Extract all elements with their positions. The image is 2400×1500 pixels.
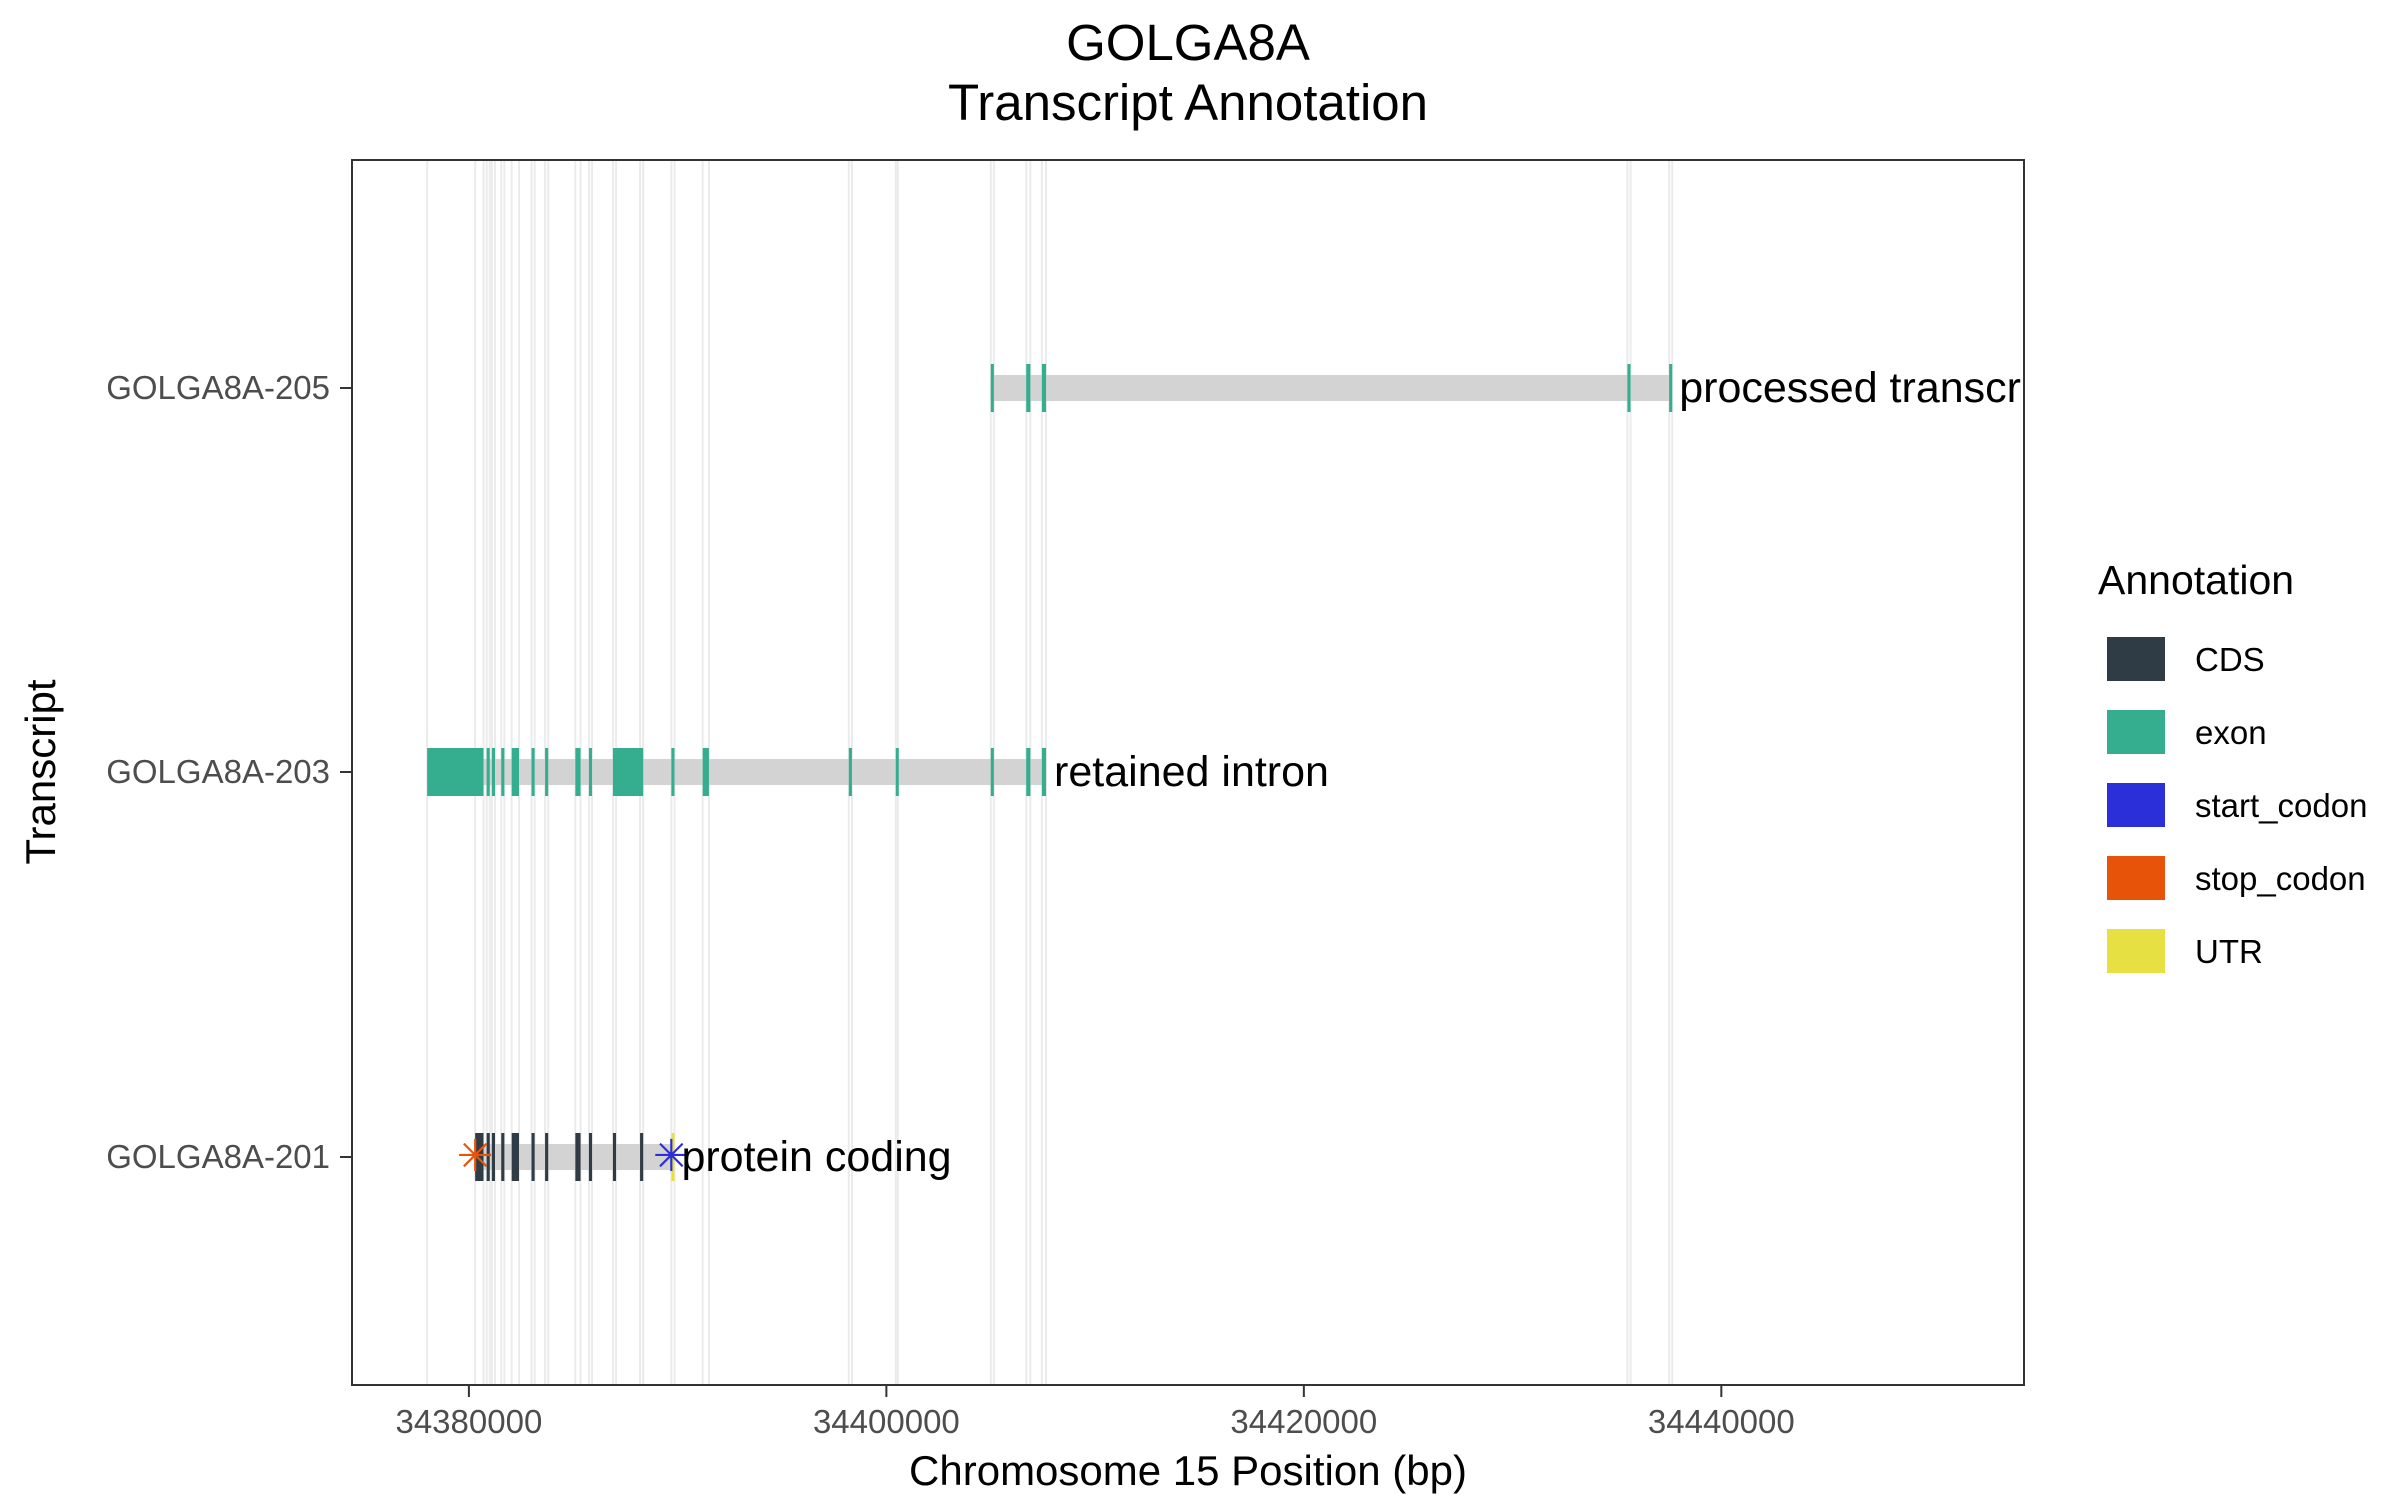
transcript-type-label: protein coding (681, 1133, 951, 1181)
exon-block (427, 748, 484, 796)
start-codon-marker: ✳ (653, 1131, 690, 1182)
exon-block (1026, 748, 1031, 796)
exon-block (848, 748, 852, 796)
exon-block (511, 748, 519, 796)
exon-block (612, 748, 644, 796)
cds-block (511, 1133, 519, 1181)
transcript-type-label: retained intron (1054, 748, 1329, 796)
legend-label: start_codon (2195, 787, 2367, 824)
exon-block (1026, 364, 1031, 412)
x-tick-label: 34400000 (813, 1403, 960, 1440)
y-axis-title: Transcript (17, 679, 64, 864)
exon-block (588, 748, 593, 796)
legend-swatch (2107, 856, 2165, 900)
intron-backbone (475, 1144, 674, 1170)
cds-block (575, 1133, 581, 1181)
legend-label: stop_codon (2195, 860, 2366, 897)
legend-title: Annotation (2098, 557, 2294, 603)
cds-block (545, 1133, 549, 1181)
chart-subtitle: Transcript Annotation (948, 74, 1428, 131)
transcript-type-label: processed transcript (1679, 364, 2066, 412)
legend-swatch (2107, 783, 2165, 827)
legend-swatch (2107, 929, 2165, 973)
cds-block (588, 1133, 593, 1181)
utr-block (671, 1133, 675, 1181)
x-axis-title: Chromosome 15 Position (bp) (909, 1447, 1467, 1494)
cds-block (501, 1133, 505, 1181)
exon-block (1627, 364, 1631, 412)
exon-block (531, 748, 535, 796)
exon-block (1041, 748, 1047, 796)
legend-swatch (2107, 637, 2165, 681)
intron-backbone (427, 759, 1047, 785)
legend: Annotation CDS exon start_codon stop_codon U… (2098, 557, 2367, 973)
legend-label: exon (2195, 714, 2267, 751)
stop-codon-marker: ✳ (457, 1131, 494, 1182)
exon-block (1041, 364, 1047, 412)
exon-block (545, 748, 549, 796)
legend-label: UTR (2195, 933, 2263, 970)
x-tick-label: 34380000 (395, 1403, 542, 1440)
cds-block (491, 1133, 495, 1181)
exon-block (990, 748, 994, 796)
y-tick-label: GOLGA8A-205 (106, 369, 330, 406)
x-axis: 34380000 34400000 34420000 34440000 (395, 1385, 1795, 1440)
exon-block (702, 748, 709, 796)
y-axis: GOLGA8A-205 GOLGA8A-203 GOLGA8A-201 (106, 369, 352, 1175)
cds-block (475, 1133, 484, 1181)
legend-swatch (2107, 710, 2165, 754)
y-tick-label: GOLGA8A-203 (106, 753, 330, 790)
cds-block (531, 1133, 535, 1181)
chart-title: GOLGA8A (1066, 14, 1310, 71)
exon-block (895, 748, 899, 796)
legend-label: CDS (2195, 641, 2265, 678)
exon-block (575, 748, 581, 796)
x-tick-label: 34420000 (1230, 1403, 1377, 1440)
cds-block (486, 1133, 490, 1181)
exon-block (491, 748, 495, 796)
exon-block (501, 748, 505, 796)
y-tick-label: GOLGA8A-201 (106, 1138, 330, 1175)
intron-backbone (990, 375, 1672, 401)
cds-block (612, 1133, 617, 1181)
cds-block (640, 1133, 644, 1181)
exon-block (990, 364, 994, 412)
exon-block (1669, 364, 1673, 412)
exon-block (671, 748, 675, 796)
x-tick-label: 34440000 (1648, 1403, 1795, 1440)
exon-block (486, 748, 490, 796)
